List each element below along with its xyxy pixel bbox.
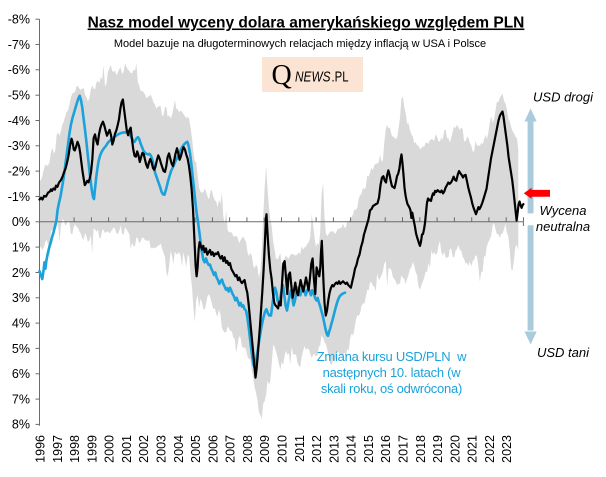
svg-text:1997: 1997	[51, 435, 65, 463]
svg-text:Zmiana kursu USD/PLN w: Zmiana kursu USD/PLN w	[317, 349, 467, 364]
svg-text:2010: 2010	[276, 435, 290, 463]
svg-text:2001: 2001	[120, 435, 134, 463]
svg-text:2022: 2022	[483, 435, 497, 463]
svg-text:Wycena: Wycena	[540, 203, 587, 218]
svg-text:1%: 1%	[12, 240, 30, 254]
svg-text:3%: 3%	[12, 291, 30, 305]
svg-text:1998: 1998	[68, 435, 82, 463]
svg-text:2003: 2003	[155, 435, 169, 463]
svg-text:0%: 0%	[12, 215, 30, 229]
svg-text:2004: 2004	[172, 435, 186, 463]
svg-text:1996: 1996	[34, 435, 48, 463]
svg-text:2005: 2005	[189, 435, 203, 463]
svg-text:2018: 2018	[414, 435, 428, 463]
svg-text:NEWS: NEWS	[295, 69, 331, 86]
svg-text:6%: 6%	[12, 367, 30, 381]
svg-text:.PL: .PL	[332, 69, 349, 86]
svg-text:2015: 2015	[362, 435, 376, 463]
svg-text:2020: 2020	[448, 435, 462, 463]
svg-text:-7%: -7%	[8, 38, 30, 52]
svg-text:USD drogi: USD drogi	[533, 90, 594, 105]
svg-text:2%: 2%	[12, 266, 30, 280]
svg-text:2006: 2006	[206, 435, 220, 463]
svg-text:-4%: -4%	[8, 114, 30, 128]
svg-text:8%: 8%	[12, 418, 30, 432]
svg-text:2021: 2021	[466, 435, 480, 463]
svg-text:2019: 2019	[431, 435, 445, 463]
svg-text:1999: 1999	[85, 435, 99, 463]
svg-text:neutralna: neutralna	[536, 219, 590, 234]
svg-text:7%: 7%	[12, 392, 30, 406]
svg-text:Q: Q	[272, 60, 292, 91]
svg-text:USD tani: USD tani	[537, 345, 590, 360]
svg-text:2009: 2009	[258, 435, 272, 463]
svg-text:2011: 2011	[293, 435, 307, 462]
svg-text:następnych 10. latach (w: następnych 10. latach (w	[323, 365, 462, 380]
svg-text:2013: 2013	[327, 435, 341, 463]
svg-text:4%: 4%	[12, 316, 30, 330]
svg-text:Nasz model wyceny dolara amery: Nasz model wyceny dolara amerykańskiego …	[88, 15, 525, 32]
svg-text:2008: 2008	[241, 435, 255, 463]
svg-text:-6%: -6%	[8, 63, 30, 77]
svg-text:2000: 2000	[103, 435, 117, 463]
svg-text:2014: 2014	[345, 435, 359, 463]
svg-text:-3%: -3%	[8, 139, 30, 153]
svg-text:2002: 2002	[137, 435, 151, 463]
svg-text:5%: 5%	[12, 342, 30, 356]
svg-text:2017: 2017	[397, 435, 411, 463]
svg-text:-5%: -5%	[8, 89, 30, 103]
svg-text:Model bazuje na długoterminowy: Model bazuje na długoterminowych relacja…	[114, 38, 486, 50]
svg-text:2012: 2012	[310, 435, 324, 463]
svg-text:skali roku, oś odwrócona): skali roku, oś odwrócona)	[321, 381, 462, 396]
svg-text:-1%: -1%	[8, 190, 30, 204]
svg-text:-2%: -2%	[8, 164, 30, 178]
svg-text:2007: 2007	[224, 435, 238, 463]
svg-text:2016: 2016	[379, 435, 393, 463]
svg-text:-8%: -8%	[8, 13, 30, 27]
svg-text:2023: 2023	[500, 435, 514, 463]
